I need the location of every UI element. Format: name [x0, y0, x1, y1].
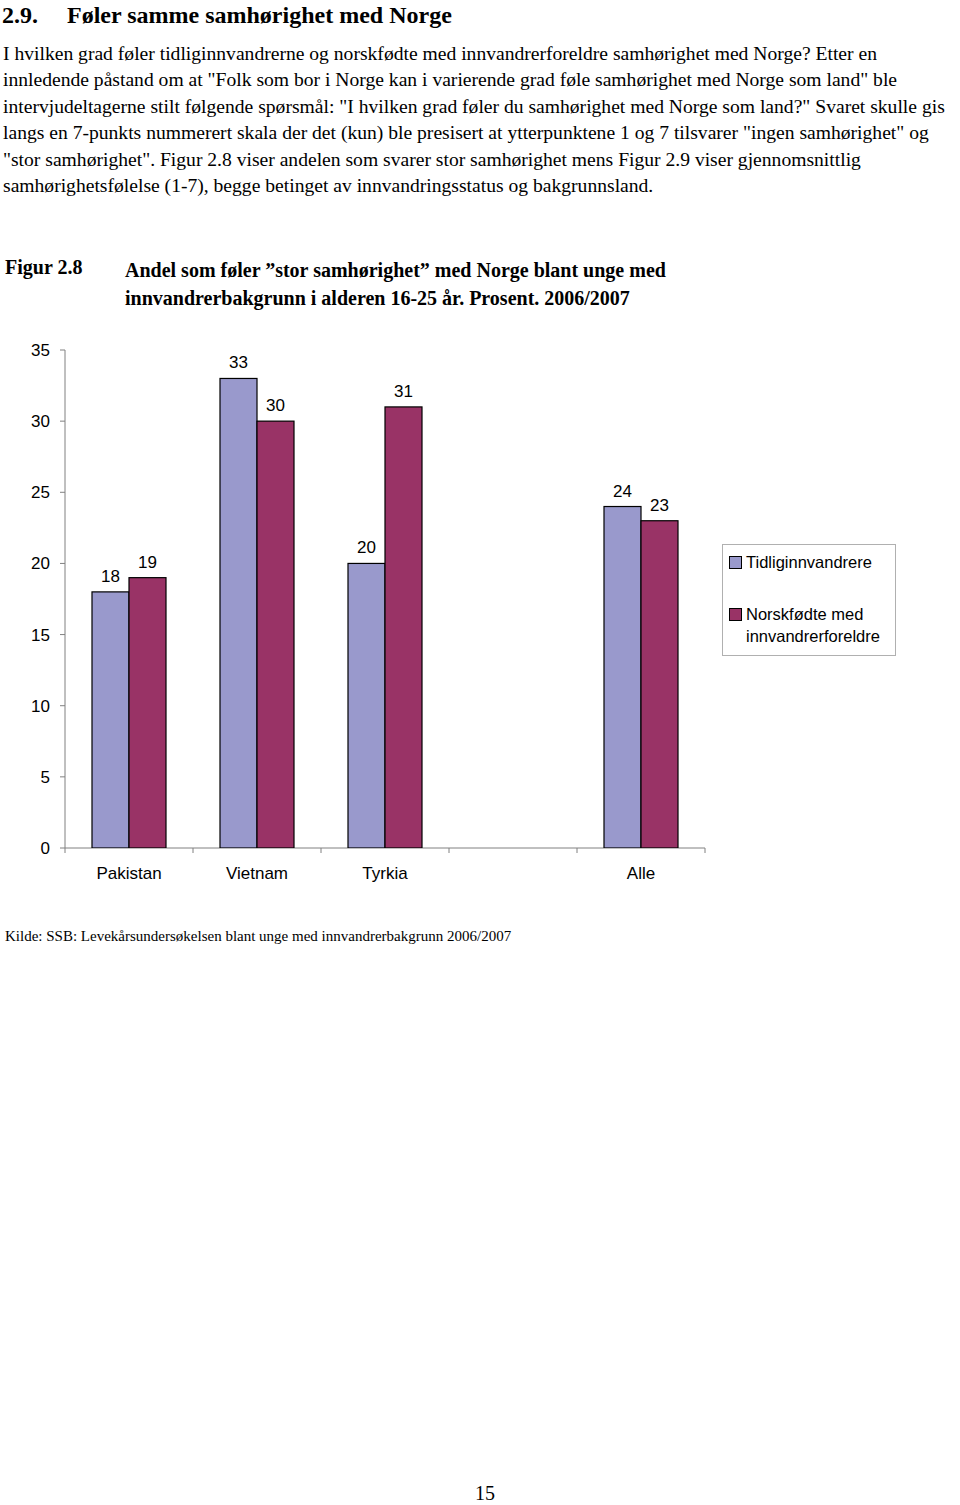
- legend: Tidliginnvandrere Norskfødte med innvandr…: [722, 544, 896, 656]
- x-tick: [449, 848, 450, 853]
- bar: [257, 421, 294, 848]
- x-tick: [65, 848, 66, 853]
- x-tick: [193, 848, 194, 853]
- x-tick-label: Vietnam: [226, 864, 288, 883]
- y-tick-label: 35: [31, 341, 50, 360]
- chart-title: Andel som føler ”stor samhørighet” med N…: [125, 256, 775, 312]
- y-tick-label: 5: [41, 768, 50, 787]
- legend-swatch: [729, 556, 742, 569]
- data-label: 33: [229, 353, 248, 372]
- source: Kilde: SSB: Levekårsundersøkelsen blant …: [5, 928, 511, 945]
- x-tick-label: Tyrkia: [362, 864, 408, 883]
- y-tick: [60, 563, 65, 564]
- legend-swatch: [729, 608, 742, 621]
- bar: [220, 378, 257, 848]
- y-tick-label: 15: [31, 626, 50, 645]
- chart: 0 5 10 15 20 25 30 35 Pakistan Vietnam Tyrkia Alle 1…: [0, 0, 960, 1505]
- y-tick: [60, 848, 65, 849]
- legend-entry: Tidliginnvandrere: [723, 551, 895, 573]
- heading-text: Føler samme samhørighet med Norge: [67, 2, 452, 29]
- y-tick: [60, 421, 65, 422]
- heading-number: 2.9.: [2, 2, 38, 29]
- y-tick-label: 10: [31, 697, 50, 716]
- x-tick: [705, 848, 706, 853]
- legend-label: Tidliginnvandrere: [746, 553, 872, 571]
- data-label: 20: [357, 538, 376, 557]
- data-label: 19: [138, 553, 157, 572]
- bar: [92, 592, 129, 848]
- data-label: 31: [394, 382, 413, 401]
- y-tick: [60, 705, 65, 706]
- bar: [385, 407, 422, 848]
- data-label: 24: [613, 482, 632, 501]
- y-tick-label: 25: [31, 483, 50, 502]
- x-tick-label: Alle: [627, 864, 655, 883]
- bar: [348, 563, 385, 848]
- data-labels: 18 33 20 24 19 30 31 23: [101, 353, 669, 585]
- data-label: 23: [650, 496, 669, 515]
- bar: [641, 521, 678, 848]
- paragraph: I hvilken grad føler tidliginnvandrerne …: [3, 41, 958, 199]
- y-tick: [60, 492, 65, 493]
- y-tick: [60, 634, 65, 635]
- figure-label: Figur 2.8: [5, 256, 82, 279]
- data-label: 30: [266, 396, 285, 415]
- legend-label: Norskfødte med innvandrerforeldre: [746, 605, 880, 645]
- data-label: 18: [101, 567, 120, 586]
- page-number: 15: [470, 1482, 500, 1505]
- y-tick: [60, 776, 65, 777]
- y-axis: [65, 350, 66, 848]
- y-tick-label: 20: [31, 554, 50, 573]
- x-tick: [577, 848, 578, 853]
- x-tick-label: Pakistan: [96, 864, 161, 883]
- bar: [604, 507, 641, 848]
- legend-entry: Norskfødte med innvandrerforeldre: [723, 603, 895, 647]
- bar: [129, 578, 166, 848]
- bars: [92, 378, 678, 848]
- x-tick: [321, 848, 322, 853]
- y-tick-label: 0: [41, 839, 50, 858]
- y-tick: [60, 350, 65, 351]
- y-tick-label: 30: [31, 412, 50, 431]
